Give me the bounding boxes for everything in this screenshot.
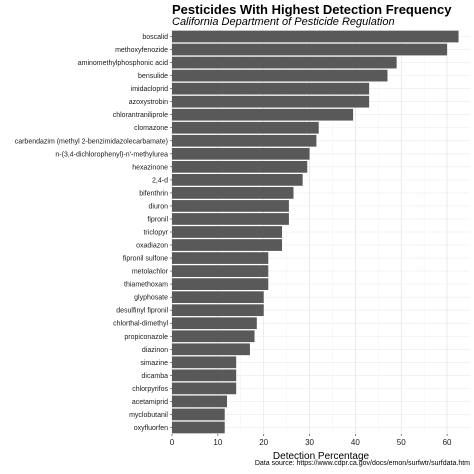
category-label: bensulide [138,73,168,80]
bar [172,121,319,134]
bar [172,30,459,43]
bar [172,343,250,356]
bar [172,408,225,421]
category-label: propiconazole [124,334,168,341]
x-tick-label: 40 [351,438,360,447]
x-axis-title: Detection Percentage [273,451,370,462]
x-tick-label: 60 [443,438,452,447]
bar [172,134,317,147]
bar [172,108,354,121]
category-label: fipronil [147,216,168,223]
category-label: desulfinyl fipronil [116,308,168,315]
bar [172,56,397,69]
category-label: triclopyr [143,230,168,237]
category-label: fipronil sulfone [123,256,168,263]
category-label: chlorthal-dimethyl [113,321,168,328]
bar [172,304,264,317]
bar [172,213,289,225]
bar [172,252,269,264]
bar [172,369,237,382]
category-label: hexazinone [132,164,168,171]
bar [172,95,370,108]
category-label: n-(3,4-dichlorophenyl)-n'-methylurea [55,151,168,158]
x-tick-label: 30 [305,438,314,447]
bar [172,43,448,56]
x-tick-label: 50 [397,438,406,447]
category-label: 2,4-d [152,177,168,184]
category-label: imidacloprid [131,86,168,93]
bar [172,317,257,330]
category-label: diazinon [142,347,168,354]
category-label: boscalid [142,34,168,41]
category-label: thiamethoxam [124,282,168,289]
bar [172,82,370,95]
category-label: dicamba [142,373,169,380]
category-label: myclobutanil [129,412,168,419]
bar [172,174,303,186]
category-label: glyphosate [134,295,168,302]
x-tick-label: 10 [213,438,222,447]
bar [172,200,289,212]
bar [172,421,225,434]
category-label: azoxystrobin [129,99,168,106]
category-label: metolachlor [132,269,169,276]
bar [172,382,237,395]
chart-title: Pesticides With Highest Detection Freque… [172,2,452,17]
data-source-caption: Data source: https://www.cdpr.ca.gov/doc… [254,460,470,467]
bar [172,147,310,160]
category-label: aminomethylphosphonic acid [78,60,168,67]
category-label: chlorantraniliprole [113,112,168,119]
x-tick-label: 0 [170,438,175,447]
category-label: clomazone [134,125,168,132]
category-label: oxyfluorfen [134,425,168,432]
category-label: chlorpyrifos [132,386,168,393]
category-label: bifenthrin [139,190,168,197]
bar [172,160,308,173]
bar [172,187,294,199]
bar [172,330,255,343]
category-label: methoxyfenozide [115,47,168,54]
chart-subtitle: California Department of Pesticide Regul… [172,16,395,28]
bar [172,265,269,277]
bar [172,395,228,408]
category-label: carbendazim (methyl 2-benzimidazolecarba… [15,138,168,145]
bar [172,226,283,238]
x-tick-label: 20 [259,438,268,447]
bar [172,356,237,369]
category-label: oxadiazon [136,243,168,250]
category-label: simazine [140,360,168,367]
category-label: diuron [149,203,169,210]
bar [172,239,283,251]
bar [172,291,264,304]
bar [172,278,269,290]
category-label: acetamiprid [132,399,168,406]
bar [172,69,388,82]
